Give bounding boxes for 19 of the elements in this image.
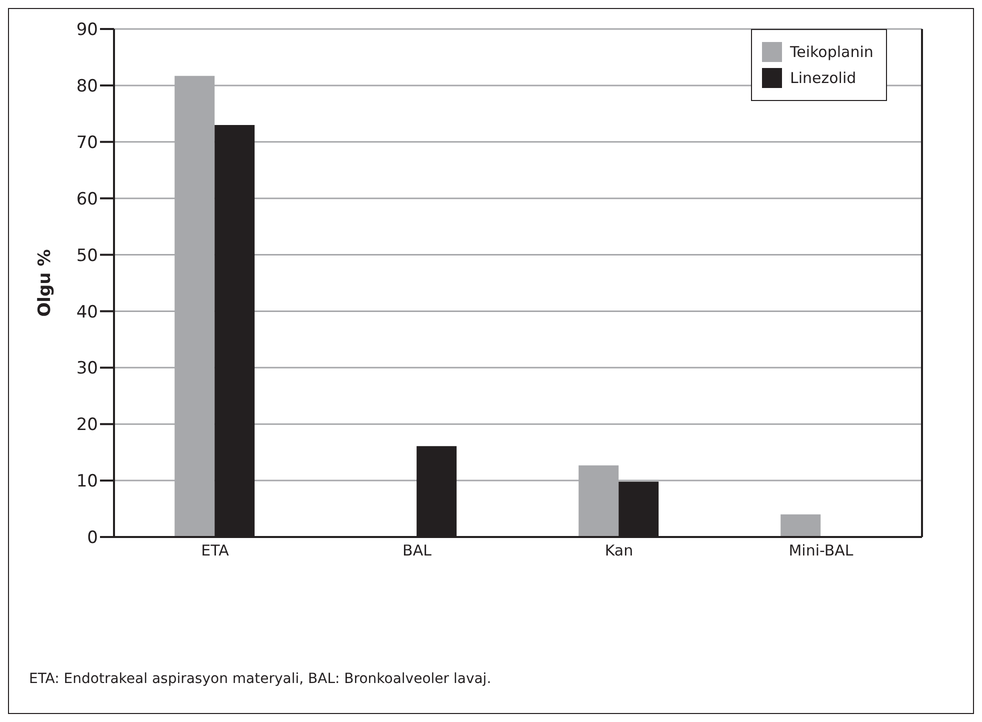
legend-label: Teikoplanin xyxy=(789,42,874,62)
y-tick-label: 40 xyxy=(76,302,98,322)
x-tick-label: Mini-BAL xyxy=(788,542,854,560)
x-tick-label: Kan xyxy=(604,542,634,560)
text: ETA: Endotrakeal aspirasyon materyali, BAL: Bronkoalveoler lavaj. xyxy=(29,671,492,687)
x-tick-label: ETA xyxy=(201,542,230,560)
y-tick-label: 10 xyxy=(76,472,98,492)
y-tick-label: 0 xyxy=(87,528,98,548)
y-tick-label: 20 xyxy=(76,415,98,436)
y-tick-label: 30 xyxy=(76,358,98,379)
y-tick-label: 50 xyxy=(76,246,98,266)
y-tick-label: 60 xyxy=(76,189,98,210)
y-tick-label: 70 xyxy=(76,132,98,153)
y-tick-label: 80 xyxy=(76,76,98,96)
x-tick-label: BAL xyxy=(402,542,432,560)
bar xyxy=(780,514,821,537)
y-axis-title: Olgu % xyxy=(35,249,56,317)
legend-label: Linezolid xyxy=(789,68,858,88)
y-tick-label: 90 xyxy=(76,20,98,40)
